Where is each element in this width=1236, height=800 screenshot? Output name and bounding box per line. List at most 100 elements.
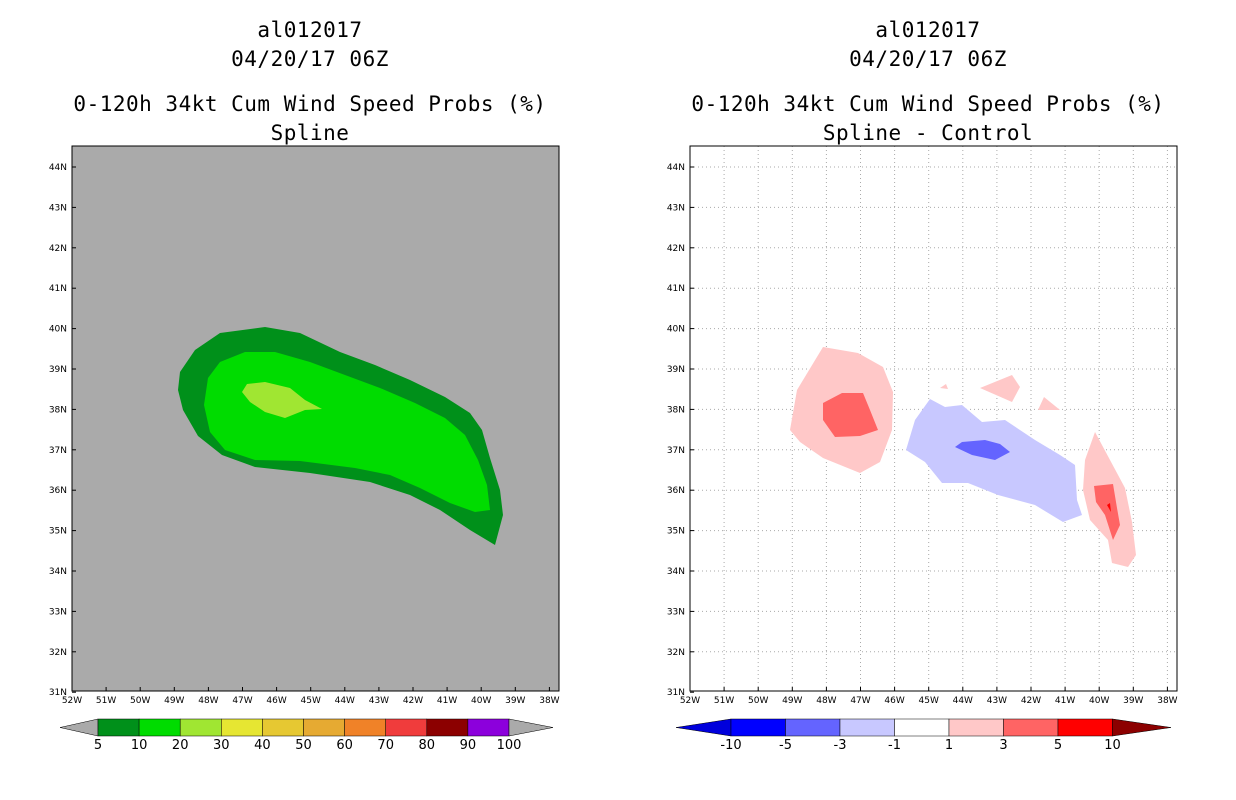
- lon-label: 48W: [198, 696, 218, 706]
- colorbar-label: 5: [1054, 738, 1062, 753]
- lat-label: 32N: [667, 648, 685, 658]
- right-diff-pos-1-small-b: [1038, 397, 1060, 410]
- lat-label: 42N: [49, 244, 67, 254]
- colorbar-swatch: [385, 718, 428, 737]
- colorbar-label: 40: [254, 738, 271, 753]
- lat-label: 38N: [49, 405, 67, 415]
- lat-label: 34N: [667, 567, 685, 577]
- lon-label: 39W: [1123, 696, 1143, 706]
- lat-label: 37N: [49, 446, 67, 456]
- lon-label: 40W: [471, 696, 491, 706]
- right-product: 0-120h 34kt Cum Wind Speed Probs (%): [691, 92, 1165, 116]
- right-datetime: 04/20/17 06Z: [849, 47, 1007, 71]
- lon-label: 48W: [816, 696, 836, 706]
- lon-label: 44W: [335, 696, 355, 706]
- lon-label: 47W: [850, 696, 870, 706]
- colorbar-label: 90: [460, 738, 477, 753]
- colorbar-high-arrow: [508, 718, 554, 737]
- lat-label: 34N: [49, 567, 67, 577]
- colorbar-label: 80: [419, 738, 436, 753]
- colorbar-label: -1: [888, 738, 901, 753]
- lon-label: 43W: [369, 696, 389, 706]
- lat-label: 39N: [49, 365, 67, 375]
- left-contour-20: [242, 382, 322, 418]
- lon-label: 47W: [232, 696, 252, 706]
- colorbar-swatch: [303, 718, 345, 737]
- right-lat-labels: 44N 43N 42N 41N 40N 39N 38N 37N 36N 35N 34N 33N 32N 3…: [667, 163, 694, 698]
- colorbar-swatch: [894, 718, 950, 737]
- colorbar-label: -5: [779, 738, 792, 753]
- lat-label: 31N: [667, 688, 685, 698]
- left-lon-labels: 52W 51W 50W 49W 48W 47W 46W 45W 44W 43W 42W 41W 40W 3…: [62, 687, 560, 706]
- colorbar-label: 3: [999, 738, 1007, 753]
- colorbar-low-arrow: [675, 718, 732, 737]
- right-diff-pos-1-small-a: [980, 375, 1020, 402]
- left-map: 44N 43N 42N 41N 40N 39N 38N 37N 36N 35N 34N 33N 32N 3…: [49, 145, 560, 706]
- lon-label: 45W: [919, 696, 939, 706]
- lat-label: 31N: [49, 688, 67, 698]
- colorbar-label: -3: [834, 738, 847, 753]
- left-method: Spline: [270, 121, 350, 145]
- lat-label: 36N: [49, 486, 67, 496]
- right-diff-pos-3-west: [823, 393, 878, 437]
- lat-label: 44N: [49, 163, 67, 173]
- left-product: 0-120h 34kt Cum Wind Speed Probs (%): [73, 92, 547, 116]
- lat-label: 32N: [49, 648, 67, 658]
- lat-label: 40N: [667, 325, 685, 335]
- lat-label: 39N: [667, 365, 685, 375]
- colorbar-swatch: [426, 718, 469, 737]
- lon-label: 49W: [164, 696, 184, 706]
- lat-label: 35N: [49, 527, 67, 537]
- colorbar-swatch: [179, 718, 222, 737]
- lat-label: 37N: [667, 446, 685, 456]
- colorbar-label: 10: [131, 738, 148, 753]
- lat-label: 42N: [667, 244, 685, 254]
- lon-label: 38W: [539, 696, 559, 706]
- colorbar-label: 5: [94, 738, 102, 753]
- colorbar-swatch: [948, 718, 1004, 737]
- colorbar-swatch: [138, 718, 181, 737]
- right-lon-labels: 52W 51W 50W 49W 48W 47W 46W 45W 44W 43W 42W 41W 40W 3…: [680, 687, 1178, 706]
- right-storm-id: al012017: [875, 18, 981, 42]
- left-datetime: 04/20/17 06Z: [231, 47, 389, 71]
- lon-label: 38W: [1157, 696, 1177, 706]
- colorbar-swatch: [221, 718, 263, 737]
- right-diff-pos-3-east: [1094, 484, 1120, 540]
- colorbar-swatch: [1003, 718, 1059, 737]
- colorbar-label: 1: [945, 738, 953, 753]
- lon-label: 51W: [714, 696, 734, 706]
- lon-label: 46W: [884, 696, 904, 706]
- right-diff-neg-1: [906, 399, 1082, 522]
- lon-label: 50W: [748, 696, 768, 706]
- colorbar-swatch: [262, 718, 304, 737]
- right-diff-pos-1-small-c: [940, 384, 948, 389]
- right-colorbar: -10 -5 -3 -1 1 3 5 10: [675, 718, 1172, 753]
- lon-label: 51W: [96, 696, 116, 706]
- colorbar-label: 20: [172, 738, 189, 753]
- lon-label: 46W: [266, 696, 286, 706]
- colorbar-label: 50: [295, 738, 312, 753]
- left-colorbar: 5 10 20 30 40 50 60 70 80 90 100: [59, 718, 554, 753]
- left-panel-title: al012017 04/20/17 06Z 0-120h 34kt Cum Wi…: [60, 16, 560, 148]
- colorbar-swatch: [344, 718, 386, 737]
- colorbar-swatch: [1057, 718, 1113, 737]
- right-map: 44N 43N 42N 41N 40N 39N 38N 37N 36N 35N 34N 33N 32N 3…: [667, 145, 1178, 706]
- lon-label: 39W: [505, 696, 525, 706]
- lat-label: 35N: [667, 527, 685, 537]
- colorbar-swatch: [97, 718, 140, 737]
- colorbar-label: 10: [1104, 738, 1121, 753]
- colorbar-low-arrow: [59, 718, 99, 737]
- lat-label: 33N: [667, 607, 685, 617]
- lat-label: 41N: [49, 284, 67, 294]
- lat-label: 43N: [667, 203, 685, 213]
- colorbar-swatch: [785, 718, 841, 737]
- colorbar-high-arrow: [1112, 718, 1172, 737]
- lon-label: 49W: [782, 696, 802, 706]
- colorbar-label: 100: [497, 738, 522, 753]
- lat-label: 36N: [667, 486, 685, 496]
- lon-label: 42W: [1021, 696, 1041, 706]
- lat-label: 33N: [49, 607, 67, 617]
- lon-label: 52W: [62, 696, 82, 706]
- lon-label: 43W: [987, 696, 1007, 706]
- colorbar-swatch: [467, 718, 510, 737]
